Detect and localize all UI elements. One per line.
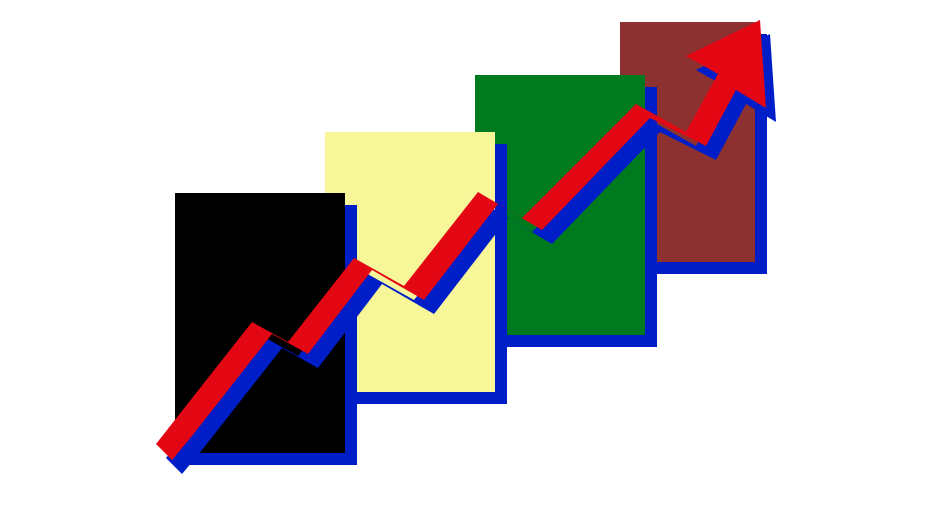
- growth-graphic: [0, 0, 925, 530]
- growth-arrow-icon: [0, 0, 925, 530]
- arrow-fill: [156, 20, 766, 460]
- arrow-shadow: [166, 34, 776, 474]
